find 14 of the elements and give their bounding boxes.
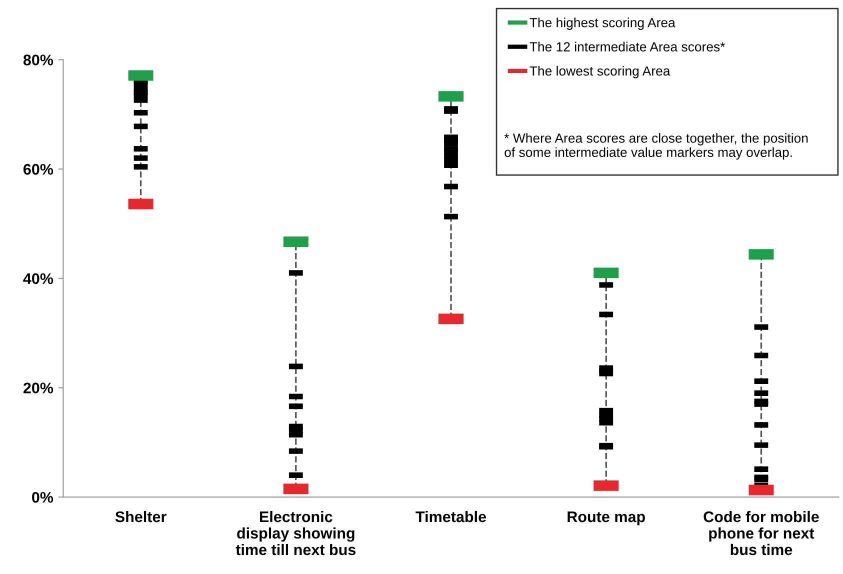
y-tick-label: 60%	[23, 164, 54, 175]
y-tick-label: 40%	[23, 273, 54, 284]
y-tick-label: 0%	[32, 492, 54, 503]
x-tick-label: Code for mobile phone for next bus time	[704, 510, 819, 556]
annotation: * Where Area scores are close together, the position of some intermediate value markers may overlap.	[504, 133, 808, 160]
legend-label: The highest scoring Area	[530, 18, 676, 30]
y-tick-label: 80%	[23, 54, 54, 66]
x-tick-label: Timetable	[416, 510, 486, 522]
x-tick-label: Electronic display showing time till next bus	[236, 510, 356, 556]
legend-label: The 12 intermediate Area scores*	[530, 42, 726, 52]
x-tick-label: Shelter	[115, 510, 166, 522]
y-tick-label: 20%	[23, 382, 54, 394]
x-tick-label: Route map	[568, 512, 645, 526]
legend-label: The lowest scoring Area	[530, 66, 670, 78]
